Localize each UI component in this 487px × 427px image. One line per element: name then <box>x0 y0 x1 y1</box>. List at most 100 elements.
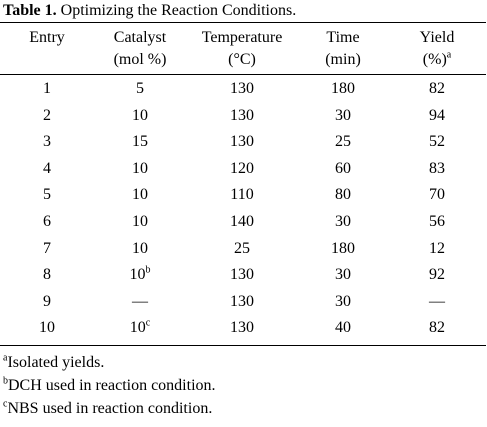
cell-temperature: 130 <box>186 290 298 314</box>
header-entry-text: Entry <box>29 29 65 46</box>
cell-temperature: 130 <box>186 263 298 287</box>
footnote-text: NBS used in reaction condition. <box>7 400 213 417</box>
cell-yield: 82 <box>388 316 486 340</box>
header-temperature-unit-text: (°C) <box>228 51 256 68</box>
header-yield-unit-text: (%) <box>422 51 447 68</box>
header-yield-text: Yield <box>419 29 455 46</box>
cell-entry-text: 3 <box>43 133 51 151</box>
cell-entry-text: 7 <box>43 239 51 257</box>
table-caption: Table 1. Optimizing the Reaction Conditi… <box>3 1 296 21</box>
table-header-units-row: (mol %) (°C) (min) (%)a <box>0 48 486 72</box>
cell-catalyst-text: 10 <box>129 266 146 284</box>
cell-catalyst-footnote-mark: c <box>145 318 151 330</box>
cell-yield-text: 56 <box>429 213 445 230</box>
cell-temperature: 130 <box>186 77 298 101</box>
cell-time: 180 <box>298 77 388 101</box>
cell-catalyst: 10b <box>94 263 186 287</box>
cell-time: 30 <box>298 210 388 234</box>
cell-yield-text: — <box>429 292 445 310</box>
cell-catalyst-text: 10 <box>132 239 148 257</box>
cell-temperature-text: 130 <box>230 292 254 310</box>
footnote-mark: c <box>3 398 8 410</box>
cell-entry-text: 5 <box>43 186 51 204</box>
table-row: 2 10 130 30 94 <box>0 104 486 128</box>
cell-temperature: 130 <box>186 104 298 128</box>
header-time-unit: (min) <box>298 48 388 72</box>
cell-entry: 6 <box>0 210 94 234</box>
header-time: Time <box>298 26 388 50</box>
footnote: cNBS used in reaction condition. <box>3 398 212 420</box>
header-rule <box>0 74 486 75</box>
cell-yield: 83 <box>388 157 486 181</box>
cell-catalyst: 10 <box>94 237 186 261</box>
cell-time-text: 60 <box>335 159 351 177</box>
cell-temperature-text: 120 <box>230 159 254 177</box>
cell-catalyst: — <box>94 290 186 314</box>
table-row: 8 10b 130 30 92 <box>0 263 486 287</box>
cell-yield: 92 <box>388 263 486 287</box>
footnote-text: DCH used in reaction condition. <box>8 377 216 394</box>
footnote: bDCH used in reaction condition. <box>3 375 216 397</box>
cell-entry-text: 9 <box>43 292 51 310</box>
cell-temperature-text: 140 <box>230 213 254 230</box>
cell-time-text: 180 <box>331 80 355 97</box>
cell-time: 25 <box>298 130 388 154</box>
cell-time: 80 <box>298 183 388 207</box>
cell-catalyst: 10 <box>94 104 186 128</box>
cell-catalyst-text: 10 <box>132 213 148 230</box>
header-temperature-text: Temperature <box>201 29 283 46</box>
cell-yield-text: 82 <box>429 80 445 97</box>
table-caption-text: Optimizing the Reaction Conditions. <box>56 2 297 19</box>
cell-yield: 56 <box>388 210 486 234</box>
header-temperature: Temperature <box>186 26 298 50</box>
table-row: 5 10 110 80 70 <box>0 183 486 207</box>
cell-catalyst: 10c <box>94 316 186 340</box>
cell-time: 30 <box>298 290 388 314</box>
footnote: aIsolated yields. <box>3 352 104 374</box>
header-time-text: Time <box>326 29 360 46</box>
cell-catalyst: 5 <box>94 77 186 101</box>
cell-catalyst: 10 <box>94 210 186 234</box>
cell-yield: 52 <box>388 130 486 154</box>
cell-catalyst: 10 <box>94 183 186 207</box>
table-caption-label: Table 1. <box>3 2 57 19</box>
cell-temperature: 130 <box>186 130 298 154</box>
cell-yield-text: 12 <box>429 239 445 257</box>
header-time-unit-text: (min) <box>325 51 361 68</box>
cell-entry-text: 4 <box>43 159 51 177</box>
table-row: 10 10c 130 40 82 <box>0 316 486 340</box>
cell-time-text: 40 <box>335 319 351 337</box>
table-row: 6 10 140 30 56 <box>0 210 486 234</box>
header-yield: Yield <box>388 26 486 50</box>
cell-time: 30 <box>298 104 388 128</box>
cell-temperature: 25 <box>186 237 298 261</box>
cell-temperature-text: 130 <box>230 319 254 337</box>
cell-entry-text: 10 <box>39 319 55 337</box>
cell-entry: 10 <box>0 316 94 340</box>
cell-entry: 2 <box>0 104 94 128</box>
cell-catalyst-text: 5 <box>136 80 144 97</box>
header-yield-unit-footnote-mark: a <box>446 49 452 61</box>
cell-entry: 3 <box>0 130 94 154</box>
cell-yield-text: 70 <box>429 186 445 204</box>
cell-entry-text: 6 <box>43 213 51 230</box>
cell-yield-text: 92 <box>429 266 445 284</box>
cell-time-text: 30 <box>335 292 351 310</box>
cell-entry: 8 <box>0 263 94 287</box>
cell-time: 180 <box>298 237 388 261</box>
cell-catalyst-text: 10 <box>132 159 148 177</box>
cell-yield: — <box>388 290 486 314</box>
cell-catalyst: 15 <box>94 130 186 154</box>
cell-temperature-text: 130 <box>230 266 254 284</box>
footnote-text: Isolated yields. <box>7 354 105 371</box>
cell-time: 60 <box>298 157 388 181</box>
cell-entry: 5 <box>0 183 94 207</box>
header-catalyst-unit-text: (mol %) <box>113 51 167 68</box>
cell-temperature-text: 25 <box>234 239 250 257</box>
table-row: 3 15 130 25 52 <box>0 130 486 154</box>
cell-time-text: 30 <box>335 266 351 284</box>
cell-entry: 9 <box>0 290 94 314</box>
cell-catalyst-footnote-mark: b <box>145 264 151 276</box>
table-header-row: Entry Catalyst Temperature Time Yield <box>0 26 486 50</box>
cell-catalyst-text: 10 <box>132 106 148 124</box>
